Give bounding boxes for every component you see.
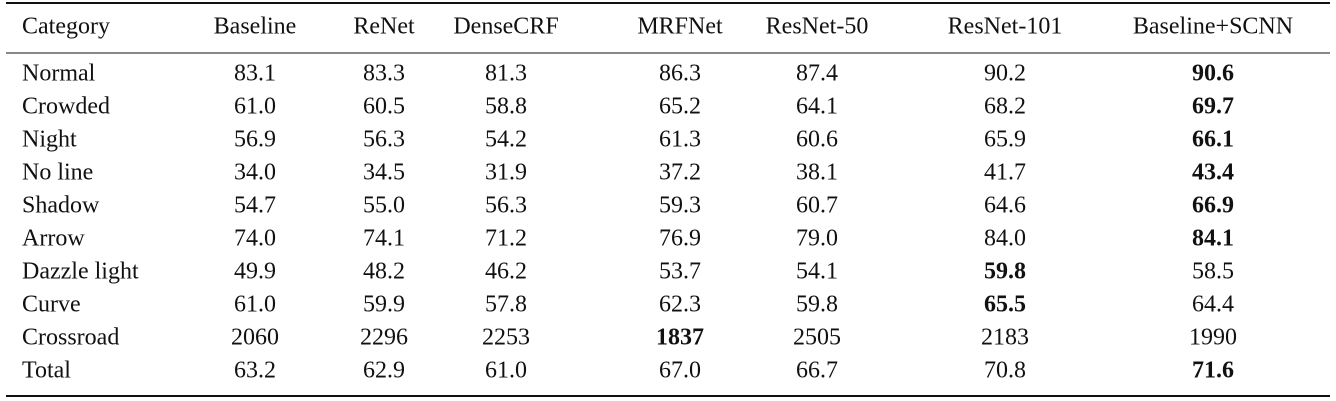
cell: 2296 xyxy=(360,325,408,351)
cell: 66.9 xyxy=(1192,193,1234,219)
cell: 56.3 xyxy=(485,193,527,219)
cell: 56.9 xyxy=(234,127,276,153)
cell: 87.4 xyxy=(796,61,838,87)
cell: 90.6 xyxy=(1192,61,1234,87)
cell: 46.2 xyxy=(485,259,527,285)
cell: 65.5 xyxy=(984,292,1026,318)
cell: 60.5 xyxy=(363,94,405,120)
cell: 38.1 xyxy=(796,160,838,186)
cell: 74.1 xyxy=(363,226,405,252)
cell: 55.0 xyxy=(363,193,405,219)
cell: 74.0 xyxy=(234,226,276,252)
row-label: Crossroad xyxy=(22,325,119,351)
cell: 64.1 xyxy=(796,94,838,120)
cell: 1990 xyxy=(1189,325,1237,351)
cell: 66.1 xyxy=(1192,127,1234,153)
header-cell: Category xyxy=(22,14,110,40)
cell: 60.6 xyxy=(796,127,838,153)
cell: 31.9 xyxy=(485,160,527,186)
cell: 69.7 xyxy=(1192,94,1234,120)
cell: 62.9 xyxy=(363,358,405,384)
cell: 2183 xyxy=(981,325,1029,351)
cell: 54.7 xyxy=(234,193,276,219)
cell: 2060 xyxy=(231,325,279,351)
cell: 81.3 xyxy=(485,61,527,87)
cell: 59.8 xyxy=(984,259,1026,285)
cell: 58.5 xyxy=(1192,259,1234,285)
cell: 68.2 xyxy=(984,94,1026,120)
cell: 83.3 xyxy=(363,61,405,87)
row-label: Arrow xyxy=(22,226,85,252)
cell: 60.7 xyxy=(796,193,838,219)
cell: 57.8 xyxy=(485,292,527,318)
cell: 59.8 xyxy=(796,292,838,318)
cell: 86.3 xyxy=(659,61,701,87)
header-cell: Baseline xyxy=(214,14,297,40)
cell: 90.2 xyxy=(984,61,1026,87)
header-cell: MRFNet xyxy=(637,14,723,40)
row-label: Crowded xyxy=(22,94,110,120)
cell: 66.7 xyxy=(796,358,838,384)
header-cell: DenseCRF xyxy=(453,14,558,40)
cell: 67.0 xyxy=(659,358,701,384)
cell: 53.7 xyxy=(659,259,701,285)
cell: 71.2 xyxy=(485,226,527,252)
cell: 34.5 xyxy=(363,160,405,186)
cell: 79.0 xyxy=(796,226,838,252)
header-cell: ResNet-50 xyxy=(766,14,869,40)
cell: 84.1 xyxy=(1192,226,1234,252)
cell: 65.2 xyxy=(659,94,701,120)
cell: 71.6 xyxy=(1192,358,1234,384)
cell: 43.4 xyxy=(1192,160,1234,186)
cell: 41.7 xyxy=(984,160,1026,186)
cell: 64.4 xyxy=(1192,292,1234,318)
row-label: Normal xyxy=(22,61,96,87)
cell: 58.8 xyxy=(485,94,527,120)
cell: 64.6 xyxy=(984,193,1026,219)
cell: 76.9 xyxy=(659,226,701,252)
cell: 34.0 xyxy=(234,160,276,186)
cell: 61.3 xyxy=(659,127,701,153)
cell: 2253 xyxy=(482,325,530,351)
row-label: Curve xyxy=(22,292,81,318)
cell: 83.1 xyxy=(234,61,276,87)
header-cell: Baseline+SCNN xyxy=(1133,14,1293,40)
cell: 61.0 xyxy=(485,358,527,384)
row-label: Dazzle light xyxy=(22,259,139,285)
header-cell: ReNet xyxy=(353,14,415,40)
row-label: Shadow xyxy=(22,193,100,219)
cell: 54.1 xyxy=(796,259,838,285)
cell: 54.2 xyxy=(485,127,527,153)
row-label: No line xyxy=(22,160,93,186)
cell: 84.0 xyxy=(984,226,1026,252)
cell: 70.8 xyxy=(984,358,1026,384)
cell: 48.2 xyxy=(363,259,405,285)
cell: 1837 xyxy=(656,325,704,351)
cell: 37.2 xyxy=(659,160,701,186)
cell: 59.9 xyxy=(363,292,405,318)
cell: 61.0 xyxy=(234,94,276,120)
header-cell: ResNet-101 xyxy=(948,14,1063,40)
row-label: Night xyxy=(22,127,77,153)
cell: 63.2 xyxy=(234,358,276,384)
cell: 49.9 xyxy=(234,259,276,285)
cell: 56.3 xyxy=(363,127,405,153)
cell: 61.0 xyxy=(234,292,276,318)
cell: 2505 xyxy=(793,325,841,351)
cell: 62.3 xyxy=(659,292,701,318)
cell: 59.3 xyxy=(659,193,701,219)
row-label: Total xyxy=(22,358,71,384)
cell: 65.9 xyxy=(984,127,1026,153)
